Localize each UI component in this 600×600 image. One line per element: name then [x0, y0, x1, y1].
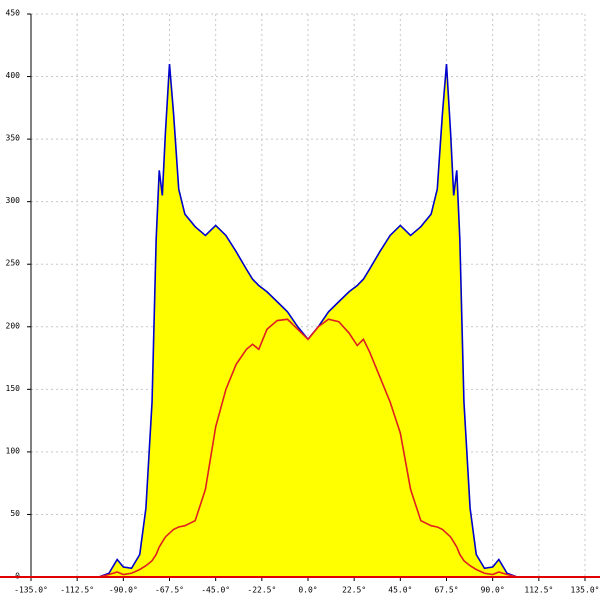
- x-tick-label: 67.5°: [434, 586, 458, 595]
- area-fill: [98, 64, 518, 578]
- x-tick-label: 45.0°: [388, 586, 412, 595]
- y-tick-label: 450: [6, 9, 21, 18]
- x-tick-label: 112.5°: [524, 586, 553, 595]
- y-tick-label: 250: [6, 259, 21, 268]
- y-tick-label: 200: [6, 321, 21, 330]
- y-tick-label: 300: [6, 196, 21, 205]
- y-tick-label: 100: [6, 446, 21, 455]
- series-line: [98, 318, 518, 578]
- x-tick-label: 90.0°: [481, 586, 505, 595]
- y-tick-label: 150: [6, 384, 21, 393]
- x-tick-label: -22.5°: [247, 586, 276, 595]
- y-tick-label: 400: [6, 71, 21, 80]
- x-tick-label: -90.0°: [109, 586, 138, 595]
- x-tick-label: -45.0°: [201, 586, 230, 595]
- x-tick-label: -112.5°: [60, 586, 94, 595]
- x-tick-label: 22.5°: [342, 586, 366, 595]
- y-tick-label: 50: [10, 509, 20, 518]
- x-tick-label: -67.5°: [155, 586, 184, 595]
- y-tick-label: 350: [6, 134, 21, 143]
- x-tick-label: 0.0°: [298, 586, 317, 595]
- x-tick-label: -135.0°: [14, 586, 48, 595]
- x-tick-label: 135.0°: [571, 586, 600, 595]
